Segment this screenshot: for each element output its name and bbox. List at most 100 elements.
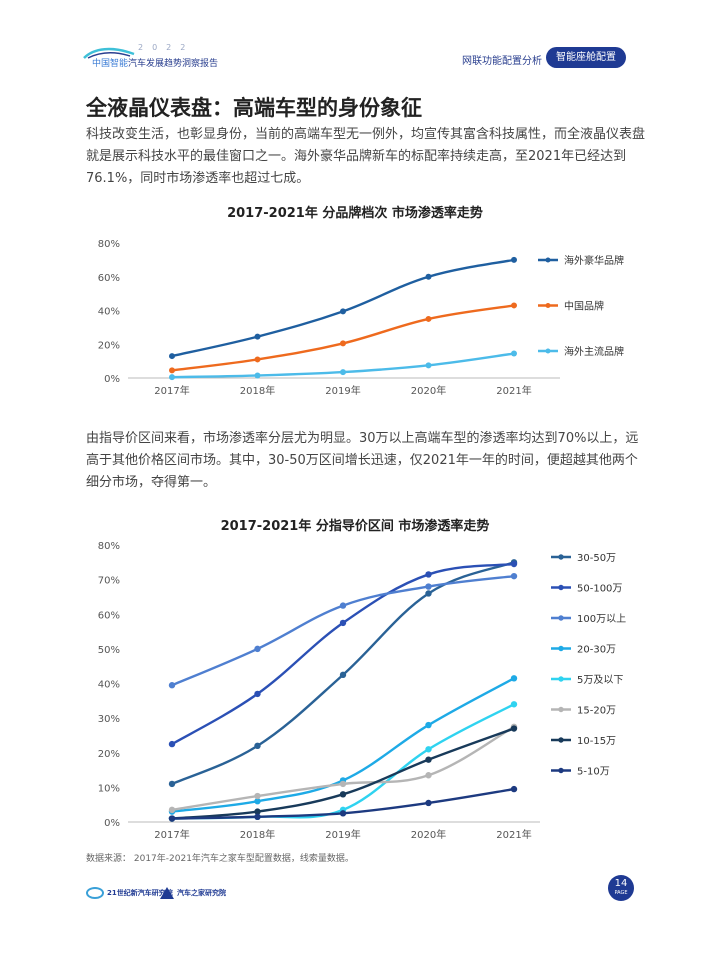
data-point bbox=[425, 721, 432, 729]
data-point bbox=[254, 742, 261, 750]
legend-marker bbox=[558, 706, 564, 713]
data-point bbox=[168, 740, 176, 748]
page-label: PAGE bbox=[614, 890, 628, 896]
page-title: 全液晶仪表盘：高端车型的身份象征 bbox=[86, 96, 422, 120]
brand-penetration-chart: 0% 20% 40% 60% 80% 2017年 2018年 2019年 2020年 2021年 海… bbox=[98, 239, 624, 397]
x-tick-label: 2021年 bbox=[496, 828, 531, 841]
data-point bbox=[425, 756, 432, 763]
section-nav[interactable]: 网联功能配置分析 bbox=[462, 56, 542, 67]
legend-label: 15-20万 bbox=[577, 706, 616, 717]
page-number-badge: 14 PAGE bbox=[608, 875, 634, 901]
data-point bbox=[340, 369, 346, 376]
y-tick-label: 0% bbox=[104, 818, 120, 829]
footer-logo-21c: 21世纪新汽车研究院 bbox=[86, 887, 173, 899]
data-point bbox=[168, 815, 176, 822]
data-point bbox=[254, 372, 261, 379]
data-point bbox=[254, 798, 261, 805]
data-point bbox=[425, 571, 432, 578]
price-range-paragraph: 由指导价区间来看，市场渗透率分层尤为明显。30万以上高端车型的渗透率均达到70%… bbox=[86, 431, 639, 490]
data-point bbox=[169, 374, 175, 381]
x-tick-label: 2019年 bbox=[325, 384, 360, 397]
data-point bbox=[168, 682, 176, 689]
logo-text-a: 中国智能 bbox=[92, 59, 129, 69]
y-tick-label: 70% bbox=[98, 576, 120, 587]
chart2-title: 2017-2021年 分指导价区间 市场渗透率走势 bbox=[220, 519, 490, 534]
legend-marker bbox=[558, 615, 564, 621]
car-logo-icon bbox=[83, 47, 135, 59]
data-point bbox=[254, 813, 261, 821]
legend-marker bbox=[558, 554, 564, 560]
legend-label: 100万以上 bbox=[577, 613, 626, 625]
legend-label: 中国品牌 bbox=[564, 300, 604, 313]
page-number: 14 bbox=[614, 878, 628, 889]
data-source: 数据来源： 2017年-2021年汽车之家车型配置数据，线索量数据。 bbox=[86, 854, 354, 864]
footer-logo-autohome: 汽车之家研究院 bbox=[160, 887, 226, 899]
data-point bbox=[510, 560, 518, 568]
data-point bbox=[339, 791, 347, 798]
price-range-penetration-chart: 0% 10% 20% 30% 40% 50% 60% 70% 80% 2017年 2018年 2019… bbox=[98, 541, 626, 841]
data-point bbox=[254, 356, 261, 363]
data-point bbox=[254, 690, 261, 698]
legend-label: 10-15万 bbox=[577, 736, 616, 747]
data-point bbox=[254, 792, 261, 800]
data-point bbox=[511, 350, 517, 357]
x-tick-label: 2017年 bbox=[154, 384, 189, 397]
legend-marker bbox=[558, 737, 564, 743]
data-point bbox=[510, 785, 518, 793]
y-tick-label: 50% bbox=[98, 645, 120, 656]
data-point bbox=[511, 302, 517, 309]
x-tick-label: 2020年 bbox=[411, 384, 446, 397]
y-tick-label: 60% bbox=[98, 273, 120, 284]
legend-label: 5万及以下 bbox=[577, 674, 623, 686]
data-point bbox=[339, 780, 347, 788]
logo-text-b: 汽车发展趋势洞察报告 bbox=[128, 59, 219, 69]
y-tick-label: 40% bbox=[98, 307, 120, 318]
report-year: 2022 bbox=[138, 43, 195, 52]
chart1-title: 2017-2021年 分品牌档次 市场渗透率走势 bbox=[227, 206, 483, 221]
legend-marker bbox=[545, 348, 551, 354]
footer-logo1-text: 21世纪新汽车研究院 bbox=[107, 889, 173, 897]
page-header: 2022 中国智能汽车发展趋势洞察报告 网联功能配置分析 智能座舱配置 bbox=[0, 0, 710, 80]
y-tick-label: 40% bbox=[98, 680, 120, 691]
data-point bbox=[254, 808, 261, 815]
y-tick-label: 80% bbox=[98, 239, 120, 250]
data-point bbox=[169, 353, 175, 360]
y-tick-label: 80% bbox=[98, 541, 120, 552]
legend-marker bbox=[558, 645, 564, 652]
x-tick-label: 2019年 bbox=[325, 828, 360, 841]
y-tick-label: 20% bbox=[98, 340, 120, 351]
intro-paragraph: 科技改变生活，也彰显身份，当前的高端车型无一例外，均宣传其富含科技属性，而全液晶… bbox=[86, 127, 646, 186]
data-point bbox=[339, 619, 347, 627]
legend-marker bbox=[545, 303, 551, 308]
data-point bbox=[425, 772, 432, 779]
tab-smart-cockpit[interactable]: 智能座舱配置 bbox=[546, 47, 626, 68]
data-point bbox=[510, 675, 518, 682]
data-point bbox=[254, 333, 261, 340]
data-point bbox=[340, 340, 346, 347]
legend-label: 30-50万 bbox=[577, 553, 616, 564]
y-tick-label: 10% bbox=[98, 783, 120, 794]
data-point bbox=[425, 590, 432, 597]
legend-marker bbox=[558, 584, 564, 591]
data-point bbox=[425, 315, 432, 322]
data-point bbox=[510, 725, 518, 732]
y-tick-label: 30% bbox=[98, 714, 120, 725]
data-point bbox=[425, 746, 432, 753]
x-tick-label: 2017年 bbox=[154, 828, 189, 841]
data-point bbox=[510, 701, 518, 708]
data-point bbox=[339, 602, 347, 609]
legend-label: 海外主流品牌 bbox=[564, 345, 624, 358]
data-point bbox=[425, 362, 432, 369]
y-tick-label: 20% bbox=[98, 749, 120, 760]
y-tick-label: 0% bbox=[104, 374, 120, 385]
data-point bbox=[425, 799, 432, 807]
data-point bbox=[339, 671, 347, 679]
legend-label: 20-30万 bbox=[577, 645, 616, 656]
data-point bbox=[169, 367, 175, 374]
data-point bbox=[425, 583, 432, 590]
series-line bbox=[171, 574, 515, 687]
report-logo-text: 中国智能汽车发展趋势洞察报告 bbox=[92, 56, 218, 69]
institute-logo-icon bbox=[86, 887, 104, 899]
data-point bbox=[254, 645, 261, 653]
data-point bbox=[168, 806, 176, 814]
